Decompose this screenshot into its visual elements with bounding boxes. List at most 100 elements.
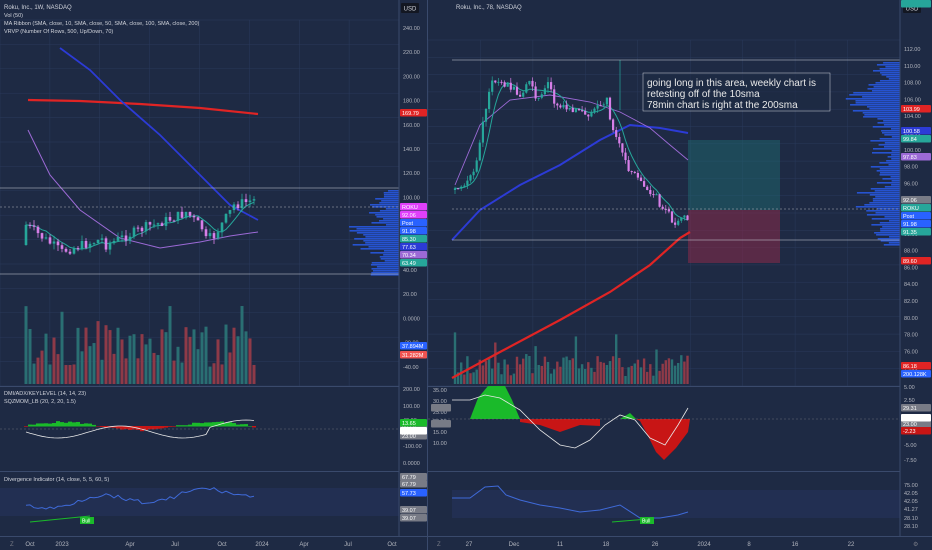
volume-profile-row — [891, 158, 900, 160]
volume-bar — [503, 359, 506, 384]
right-price-pane[interactable] — [428, 0, 900, 386]
left-divergence-title[interactable]: Divergence Indicator (14, close, 5, 5, 6… — [4, 477, 109, 483]
right-time-ticks: 27 Dec 11 18 26 2024 8 16 22 — [466, 542, 855, 548]
volume-bar — [512, 373, 516, 384]
left-time-ticks: Oct 2023 Apr Jul Oct 2024 Apr Jul Oct — [25, 542, 397, 548]
left-osc-title-sqzmom[interactable]: SQZMOM_LB (20, 2, 20, 1.5) — [4, 399, 76, 405]
candle-body — [453, 188, 457, 190]
price-tick: 86.00 — [904, 265, 918, 271]
candle-body — [92, 243, 96, 245]
long-position-stop-zone[interactable] — [688, 210, 780, 263]
right-time-axis[interactable]: Z ⚙ 27 Dec 11 18 26 2024 8 16 22 — [428, 536, 932, 549]
volume-bar — [156, 355, 160, 384]
volume-bar — [472, 372, 475, 384]
volume-bar — [228, 352, 232, 384]
volume-profile-row — [890, 128, 900, 130]
candle-body — [56, 241, 60, 246]
price-badge-label: 103.99 — [903, 107, 920, 113]
volume-bar — [633, 363, 636, 384]
price-badge — [400, 251, 427, 259]
price-badge — [400, 342, 427, 350]
left-symbol-title[interactable]: Roku, Inc., 1W, NASDAQ — [4, 5, 72, 11]
momentum-bar — [148, 426, 152, 430]
candle-body — [76, 248, 80, 250]
price-badge — [400, 480, 427, 488]
left-zoom-icon[interactable]: Z — [10, 542, 14, 548]
candle-body — [212, 233, 216, 239]
price-badge-label: 67.79 — [402, 475, 416, 481]
right-zoom-icon[interactable]: Z — [437, 542, 441, 548]
momentum-bar — [208, 422, 212, 427]
settings-gear-icon[interactable]: ⚙ — [913, 541, 918, 548]
momentum-bar — [172, 426, 176, 427]
volume-profile-row — [862, 96, 900, 98]
osc-left-tick: 25.00 — [433, 410, 447, 416]
long-position-profit-zone[interactable] — [688, 140, 780, 210]
left-chart-pane[interactable]: Roku, Inc., 1W, NASDAQ Vol (50) MA Ribbo… — [0, 0, 400, 536]
candle-body — [48, 237, 52, 244]
price-tick: 20.00 — [403, 292, 417, 298]
volume-bar — [76, 327, 80, 384]
price-badge-label: 99.84 — [903, 137, 917, 143]
left-time-axis[interactable]: Z Oct 2023 Apr Jul Oct 2024 Apr Jul Oct — [0, 536, 427, 549]
candle-body — [112, 240, 116, 244]
price-badge-label: 92.06 — [903, 198, 917, 204]
momentum-bar — [36, 423, 40, 427]
left-currency-box[interactable] — [401, 3, 419, 13]
price-badge — [400, 259, 427, 267]
momentum-bar — [112, 426, 116, 428]
left-price-scale-bg[interactable] — [399, 0, 427, 536]
candle-body — [248, 200, 252, 202]
right-price-scale[interactable]: USD 112.00110.00108.00106.00104.00102.00… — [899, 0, 932, 536]
trade-note-box[interactable] — [642, 72, 831, 112]
volume-profile-row — [882, 178, 900, 180]
candle-body — [683, 215, 686, 218]
volume-profile-row — [874, 190, 900, 192]
candle-body — [104, 238, 108, 250]
volume-profile-row — [869, 194, 900, 196]
left-indicator-ma-ribbon[interactable]: MA Ribbon (SMA, close, 10, SMA, close, 5… — [4, 21, 200, 27]
left-divergence-plot: Bull — [0, 487, 399, 525]
volume-bar — [456, 372, 460, 384]
left-osc-title-dmi[interactable]: DMI/ADX/KEYLEVEL (14, 14, 23) — [4, 391, 86, 397]
volume-bar — [216, 339, 220, 384]
left-divergence-pane[interactable] — [0, 472, 399, 536]
right-divergence-pane[interactable] — [428, 472, 900, 536]
candle-body — [88, 243, 92, 248]
volume-bar — [56, 354, 60, 384]
price-tick: 140.00 — [403, 147, 420, 153]
price-badge-label: -2.23 — [903, 429, 916, 435]
volume-profile-row — [871, 218, 900, 220]
volume-profile-row — [877, 122, 900, 124]
momentum-bar — [96, 426, 100, 427]
volume-bar — [168, 306, 172, 384]
trade-note-line-1: going long in this area, weekly chart is — [647, 78, 816, 89]
right-price-scale-bg[interactable] — [900, 0, 932, 536]
volume-profile-row — [881, 132, 900, 134]
osc-left-badge — [431, 420, 451, 428]
candle-body — [621, 143, 624, 153]
volume-profile-row — [875, 196, 900, 198]
right-chart-pane[interactable]: Roku, Inc., 78, NASDAQ going long in thi… — [427, 0, 901, 536]
volume-profile-row — [888, 78, 900, 80]
price-badge-label: 13.65 — [402, 421, 416, 427]
candle-body — [116, 236, 120, 241]
bull-tag — [640, 517, 654, 524]
left-price-scale[interactable]: USD 240.00 220.00 200.00 180.00 160.00 140.00… — [398, 0, 427, 536]
candle-body — [559, 105, 562, 108]
volume-profile-row — [383, 250, 399, 252]
momentum-bar — [176, 425, 180, 427]
price-badge — [901, 362, 931, 370]
right-symbol-title[interactable]: Roku, Inc., 78, NASDAQ — [456, 5, 522, 11]
volume-bar — [248, 338, 252, 384]
left-indicator-vrvp[interactable]: VRVP (Number Of Rows, 500, Up/Down, 70) — [4, 29, 113, 35]
momentum-bar — [164, 426, 168, 428]
left-indicator-volume[interactable]: Vol (50) — [4, 13, 23, 19]
candle-body — [581, 110, 584, 112]
time-tick: 11 — [557, 542, 564, 548]
momentum-red-block — [520, 419, 600, 432]
left-candles — [24, 193, 256, 256]
volume-bar — [232, 327, 236, 384]
volume-bar — [491, 368, 494, 384]
